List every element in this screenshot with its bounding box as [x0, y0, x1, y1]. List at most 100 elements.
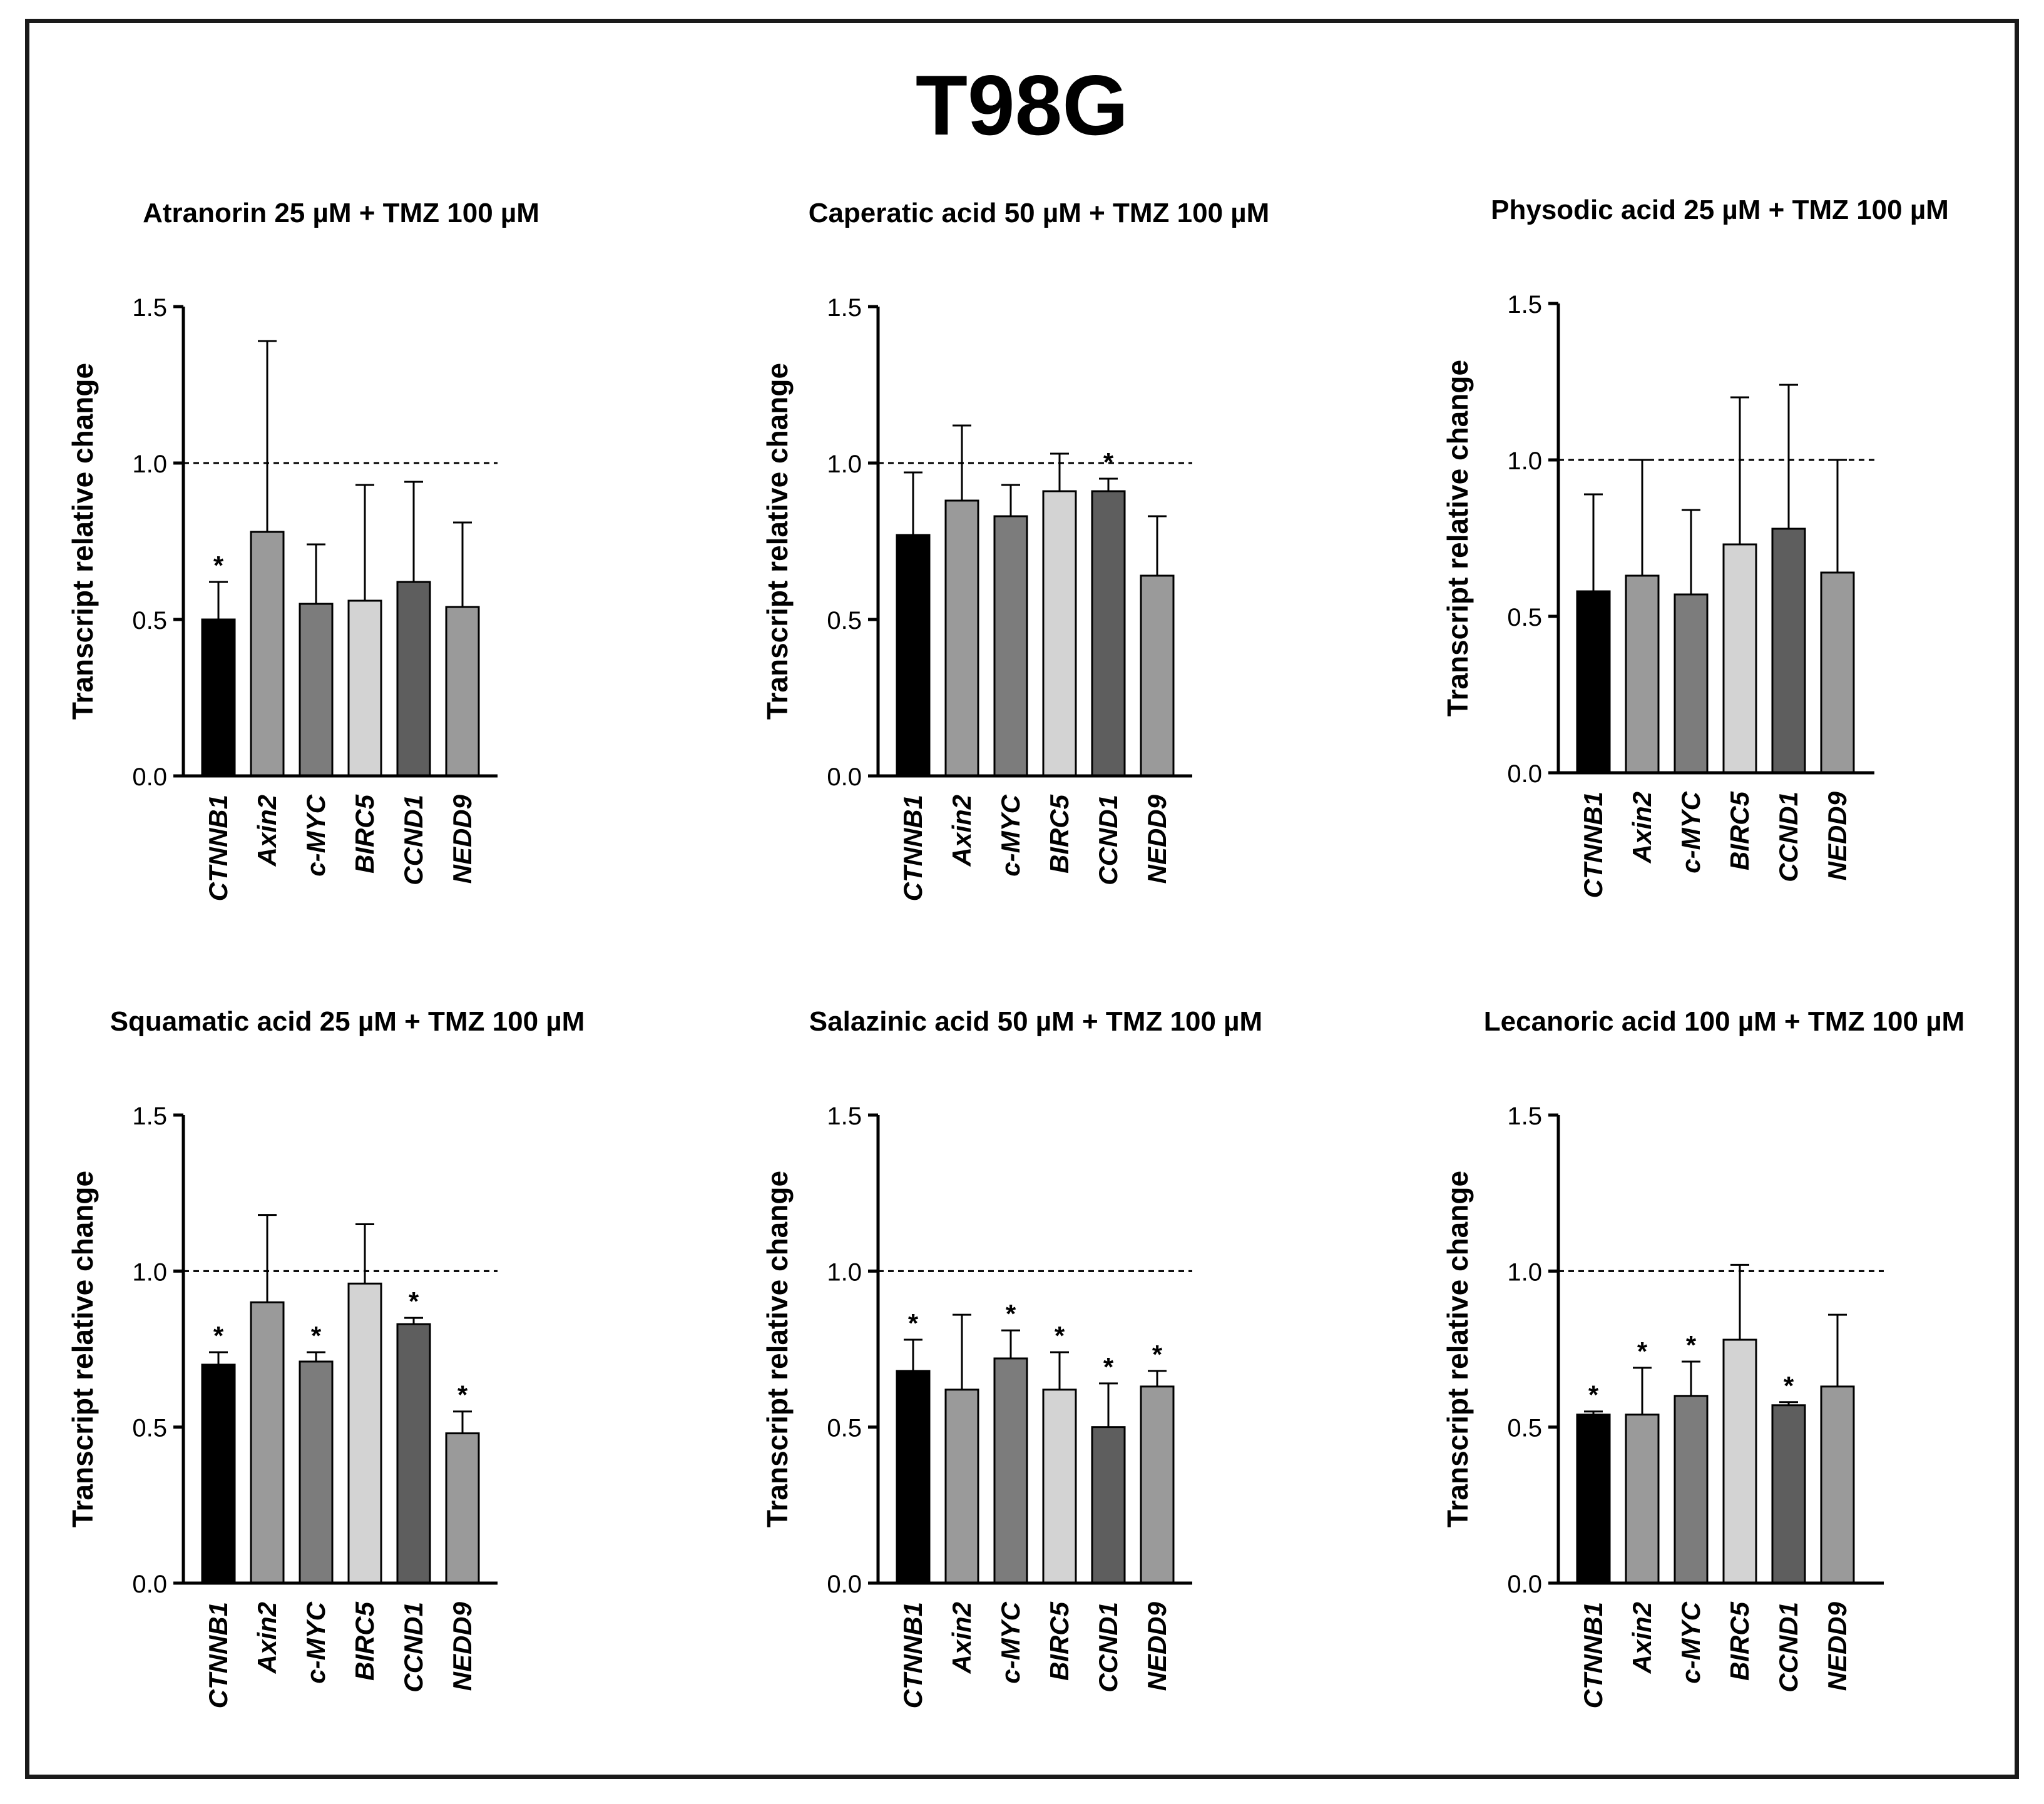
- y-tick-label: 1.0: [1507, 1258, 1542, 1286]
- bar-nedd9: [1820, 571, 1855, 774]
- y-tick-label: 1.0: [827, 451, 862, 478]
- bar-ccnd1: [1091, 1426, 1126, 1584]
- category-label: Axin2: [947, 1602, 976, 1674]
- category-label: CTNNB1: [203, 1602, 233, 1708]
- bar-ccnd1: [1771, 527, 1806, 774]
- bar-c-myc: [299, 1360, 334, 1584]
- bar-ctnnb1: [1576, 1414, 1611, 1584]
- category-label: CTNNB1: [1578, 1602, 1608, 1708]
- y-tick-label: 1.0: [132, 1258, 167, 1286]
- category-label: NEDD9: [1142, 794, 1172, 884]
- figure-title: T98G: [915, 58, 1129, 153]
- panel-title: Physodic acid 25 µM + TMZ 100 µM: [1491, 195, 1949, 225]
- bar-birc5: [1042, 1389, 1077, 1584]
- significance-marker: *: [311, 1321, 322, 1350]
- y-tick-label: 0.5: [827, 607, 862, 634]
- bar-nedd9: [1140, 1385, 1175, 1584]
- category-label: BIRC5: [1725, 1601, 1754, 1681]
- bar-ccnd1: [1771, 1404, 1806, 1584]
- y-axis-label: Transcript relative change: [1441, 360, 1474, 716]
- y-tick-label: 1.5: [132, 294, 167, 322]
- significance-marker: *: [1686, 1330, 1697, 1360]
- bar-ctnnb1: [896, 1370, 931, 1584]
- significance-marker: *: [1588, 1380, 1599, 1410]
- significance-marker: *: [1006, 1299, 1016, 1328]
- bar-axin2: [250, 1301, 285, 1584]
- y-tick-label: 0.0: [827, 1571, 862, 1598]
- bar-ctnnb1: [1576, 590, 1611, 774]
- bar-c-myc: [993, 1357, 1028, 1584]
- category-label: CCND1: [1093, 795, 1123, 885]
- category-label: Axin2: [1627, 1602, 1657, 1674]
- category-label: c-MYC: [301, 794, 330, 876]
- category-label: CTNNB1: [898, 1602, 927, 1708]
- y-tick-label: 1.5: [1507, 1103, 1542, 1130]
- bar-birc5: [1722, 1338, 1757, 1584]
- y-axis-label: Transcript relative change: [1441, 1171, 1474, 1527]
- bar-birc5: [347, 599, 382, 777]
- category-label: BIRC5: [1725, 791, 1754, 870]
- panel-title: Salazinic acid 50 µM + TMZ 100 µM: [809, 1006, 1262, 1037]
- category-label: NEDD9: [1822, 791, 1852, 880]
- category-label: Axin2: [252, 795, 282, 867]
- bar-nedd9: [445, 606, 480, 777]
- significance-marker: *: [213, 1321, 224, 1350]
- panel-title: Caperatic acid 50 µM + TMZ 100 µM: [809, 198, 1270, 228]
- bar-axin2: [1625, 1414, 1660, 1584]
- y-tick-label: 1.5: [827, 1103, 862, 1130]
- bar-ctnnb1: [896, 534, 931, 777]
- category-label: CTNNB1: [1578, 792, 1608, 898]
- bar-c-myc: [993, 515, 1028, 777]
- category-label: CCND1: [1093, 1602, 1123, 1693]
- y-tick-label: 0.5: [1507, 604, 1542, 631]
- y-tick-label: 1.0: [827, 1258, 862, 1286]
- y-axis-label: Transcript relative change: [66, 1171, 99, 1527]
- category-label: Axin2: [252, 1602, 282, 1674]
- y-axis-label: Transcript relative change: [66, 363, 99, 720]
- bar-ccnd1: [1091, 490, 1126, 777]
- category-label: Axin2: [1627, 792, 1657, 864]
- bar-axin2: [944, 1389, 979, 1584]
- panel-title: Atranorin 25 µM + TMZ 100 µM: [143, 198, 539, 228]
- y-tick-label: 0.5: [827, 1415, 862, 1442]
- bar-nedd9: [445, 1432, 480, 1584]
- bar-axin2: [944, 499, 979, 777]
- bar-c-myc: [1674, 593, 1709, 774]
- y-tick-label: 1.5: [1507, 291, 1542, 319]
- bar-birc5: [1722, 543, 1757, 774]
- figure-frame: [25, 19, 2019, 1779]
- bar-nedd9: [1820, 1385, 1855, 1584]
- panel-title: Lecanoric acid 100 µM + TMZ 100 µM: [1484, 1006, 1965, 1037]
- category-label: NEDD9: [1142, 1601, 1172, 1691]
- significance-marker: *: [1784, 1371, 1794, 1400]
- category-label: NEDD9: [447, 1601, 477, 1691]
- y-tick-label: 1.5: [132, 1103, 167, 1130]
- y-tick-label: 0.0: [1507, 1571, 1542, 1598]
- bar-c-myc: [299, 603, 334, 777]
- significance-marker: *: [409, 1287, 419, 1316]
- category-label: CCND1: [1774, 1602, 1803, 1693]
- category-label: BIRC5: [350, 794, 379, 874]
- category-label: c-MYC: [1676, 791, 1705, 873]
- category-label: CTNNB1: [203, 795, 233, 901]
- y-tick-label: 0.0: [827, 763, 862, 791]
- bar-birc5: [1042, 490, 1077, 777]
- bar-birc5: [347, 1282, 382, 1584]
- y-tick-label: 0.5: [132, 607, 167, 634]
- category-label: c-MYC: [996, 794, 1025, 876]
- significance-marker: *: [1637, 1337, 1648, 1366]
- category-label: NEDD9: [1822, 1601, 1852, 1691]
- significance-marker: *: [213, 551, 224, 580]
- category-label: BIRC5: [1045, 1601, 1074, 1681]
- significance-marker: *: [908, 1308, 919, 1338]
- category-label: c-MYC: [301, 1601, 330, 1683]
- category-label: CCND1: [1774, 792, 1803, 882]
- significance-marker: *: [457, 1380, 468, 1410]
- significance-marker: *: [1055, 1321, 1065, 1350]
- y-tick-label: 0.5: [132, 1415, 167, 1442]
- bar-axin2: [250, 531, 285, 777]
- y-axis-label: Transcript relative change: [761, 363, 794, 720]
- y-tick-label: 0.0: [1507, 760, 1542, 788]
- y-tick-label: 0.0: [132, 763, 167, 791]
- bar-axin2: [1625, 574, 1660, 774]
